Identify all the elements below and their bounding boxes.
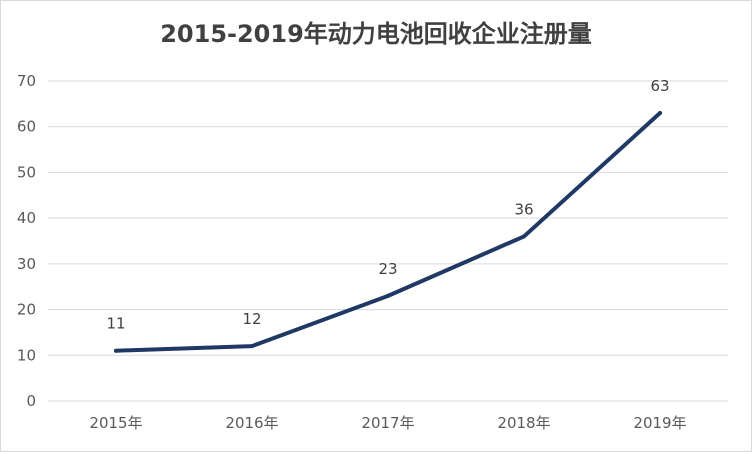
data-label: 36 (514, 200, 533, 218)
series-line (114, 111, 662, 353)
data-point (250, 344, 254, 349)
data-labels: 11 12 23 36 63 (106, 77, 669, 333)
y-tick-label: 60 (17, 118, 36, 136)
data-point (386, 293, 390, 298)
y-tick-label: 0 (26, 392, 36, 410)
x-tick-label: 2015年 (89, 414, 142, 432)
data-label: 11 (106, 315, 125, 333)
y-axis-ticks: 0 10 20 30 40 50 60 70 (17, 72, 36, 410)
data-label: 23 (378, 260, 397, 278)
x-tick-label: 2016年 (225, 414, 278, 432)
data-point (658, 111, 662, 115)
y-tick-label: 20 (17, 301, 36, 319)
series-layer (114, 111, 662, 353)
y-tick-label: 10 (17, 346, 36, 364)
x-axis-ticks: 2015年 2016年 2017年 2018年 2019年 (89, 414, 686, 432)
y-tick-label: 70 (17, 72, 36, 90)
y-tick-label: 40 (17, 209, 36, 227)
chart-title: 2015-2019年动力电池回收企业注册量 (160, 20, 592, 48)
y-tick-label: 30 (17, 255, 36, 273)
data-point (114, 348, 118, 353)
data-label: 63 (650, 77, 669, 95)
gridlines (48, 80, 728, 402)
y-tick-label: 50 (17, 163, 36, 181)
x-tick-label: 2019年 (633, 414, 686, 432)
x-tick-label: 2018年 (497, 414, 550, 432)
x-tick-label: 2017年 (361, 414, 414, 432)
data-point (522, 234, 526, 239)
data-label: 12 (242, 310, 261, 328)
